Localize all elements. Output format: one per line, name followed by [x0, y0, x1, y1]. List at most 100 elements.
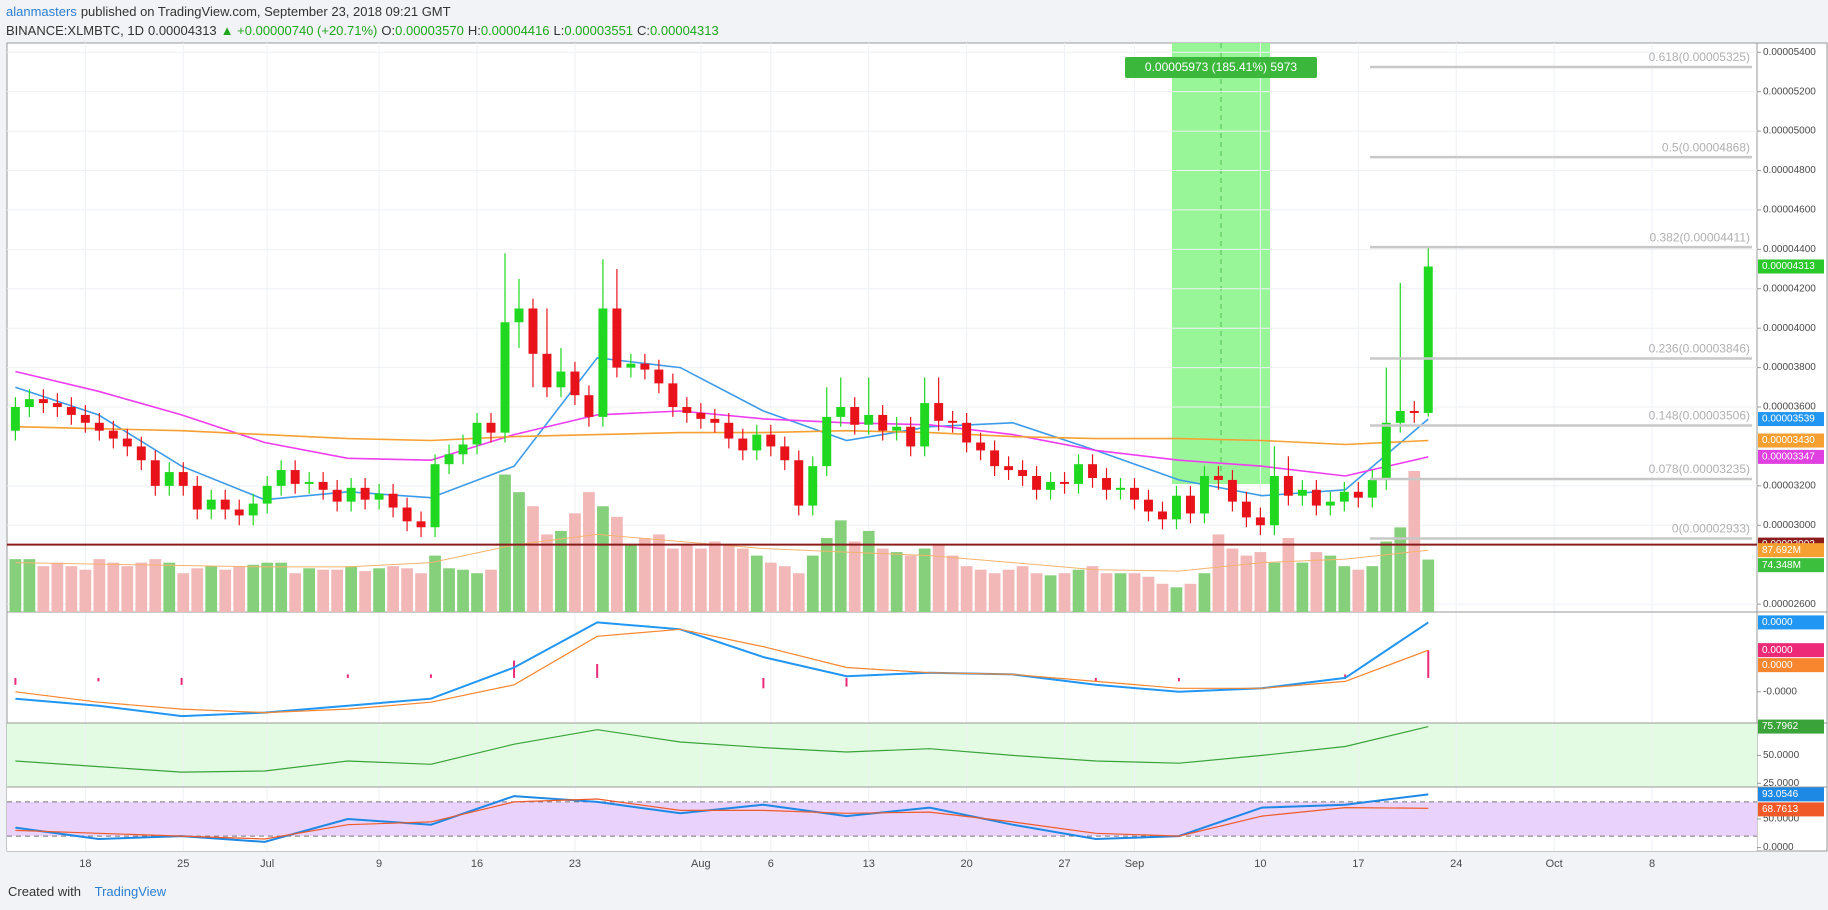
candle-body: [234, 509, 244, 516]
volume-bar: [247, 564, 260, 612]
x-tick-label: 17: [1352, 858, 1364, 870]
y-tick-label: 0.00005200: [1763, 86, 1816, 97]
x-tick-label: 24: [1450, 858, 1462, 870]
price-tag: [1758, 558, 1824, 573]
y-tick-label: 25.0000: [1763, 778, 1800, 789]
x-tick-label: 8: [1649, 858, 1655, 870]
volume-bar: [541, 534, 553, 612]
ohlc-value: 0.00003570: [395, 23, 464, 38]
volume-bar: [135, 562, 148, 612]
volume-bar: [694, 548, 707, 612]
volume-bar: [792, 573, 805, 612]
volume-bar: [597, 506, 609, 612]
price-tag-label: 0.0000: [1762, 617, 1793, 628]
volume-bar: [708, 541, 721, 612]
candle-body: [262, 485, 272, 504]
volume-bar: [37, 566, 50, 612]
candle-body: [150, 460, 160, 486]
volume-bar: [443, 568, 455, 612]
volume-bar: [1198, 573, 1211, 612]
volume-bar: [513, 492, 525, 612]
volume-bar: [121, 566, 134, 612]
candle-body: [1395, 410, 1405, 423]
volume-bar: [219, 569, 232, 612]
candle-body: [598, 308, 608, 417]
y-tick-label: 0.00004000: [1763, 323, 1816, 334]
candle-body: [738, 438, 748, 451]
candle-body: [654, 369, 664, 384]
candle-body: [122, 438, 132, 447]
volume-bar: [1366, 566, 1379, 612]
price-tag: [1758, 259, 1824, 274]
candle-body: [584, 395, 594, 417]
ohlc-values: O:0.00003570 H:0.00004416 L:0.00003551 C:0.…: [381, 23, 722, 38]
volume-bar: [107, 562, 120, 612]
x-tick-label: Aug: [691, 858, 711, 870]
volume-bar: [1072, 569, 1085, 612]
candle-body: [1199, 476, 1209, 514]
volume-bar: [569, 513, 581, 612]
candle-body: [962, 422, 972, 443]
volume-bar: [93, 559, 106, 612]
volume-bar: [555, 530, 567, 612]
candle-body: [1269, 476, 1279, 526]
y-tick-label: 0.00004600: [1763, 205, 1816, 216]
ohlc-label: L:: [553, 23, 565, 38]
ohlc-value: 0.00004313: [650, 23, 719, 38]
candle-body: [892, 426, 902, 431]
candle-body: [1367, 479, 1377, 498]
x-tick-label: 27: [1058, 858, 1070, 870]
candle-body: [80, 414, 90, 423]
x-tick-label: 16: [471, 858, 483, 870]
candle-body: [1074, 464, 1084, 484]
candle-body: [878, 414, 888, 431]
candle-body: [1381, 422, 1391, 480]
range-label-box: [1125, 57, 1317, 78]
price-tag: [1758, 802, 1824, 817]
price-tag-label: 0.0000: [1762, 660, 1793, 671]
volume-bar: [205, 566, 218, 612]
candle-body: [1144, 499, 1153, 512]
x-tick-label: 10: [1254, 858, 1266, 870]
x-tick-label: Sep: [1125, 858, 1145, 870]
author[interactable]: alanmasters: [6, 4, 77, 19]
candle-body: [1046, 481, 1056, 490]
candle-body: [850, 407, 860, 425]
x-tick-label: 23: [569, 858, 581, 870]
candle-body: [920, 403, 930, 447]
volume-bar: [233, 566, 246, 612]
price-tag-label: 93.0546: [1762, 789, 1799, 800]
x-tick-label: 18: [79, 858, 91, 870]
candle-body: [542, 353, 552, 388]
price-tag: [1758, 787, 1824, 802]
symbol: BINANCE:XLMBTC, 1D: [6, 23, 144, 38]
last-price: 0.00004313: [147, 23, 217, 38]
candle-body: [108, 430, 118, 439]
volume-bar: [79, 569, 92, 612]
x-tick-label: 25: [177, 858, 189, 870]
price-tag: [1758, 543, 1824, 558]
volume-bar: [932, 545, 945, 612]
volume-bar: [1254, 552, 1267, 612]
x-tick-label: 9: [376, 858, 382, 870]
volume-bar: [680, 545, 693, 612]
volume-bar: [1394, 527, 1407, 612]
volume-bar: [1282, 537, 1295, 612]
candle-body: [1297, 489, 1307, 496]
candle-body: [948, 420, 958, 423]
fib-label: 0.5(0.00004868): [1662, 140, 1750, 154]
volume-bar: [51, 562, 64, 612]
ohlc-label: H:: [467, 23, 481, 38]
x-tick-label: 13: [863, 858, 875, 870]
candle-body: [430, 464, 440, 528]
candle-body: [458, 444, 468, 455]
price-tag-label: 0.00004313: [1762, 261, 1815, 272]
candle-body: [206, 499, 216, 510]
volume-bar: [499, 474, 511, 612]
volume-bar: [65, 566, 78, 612]
candle-body: [682, 407, 692, 413]
candle-body: [668, 383, 678, 408]
brand[interactable]: TradingView: [94, 884, 167, 899]
volume-bar: [471, 573, 483, 612]
